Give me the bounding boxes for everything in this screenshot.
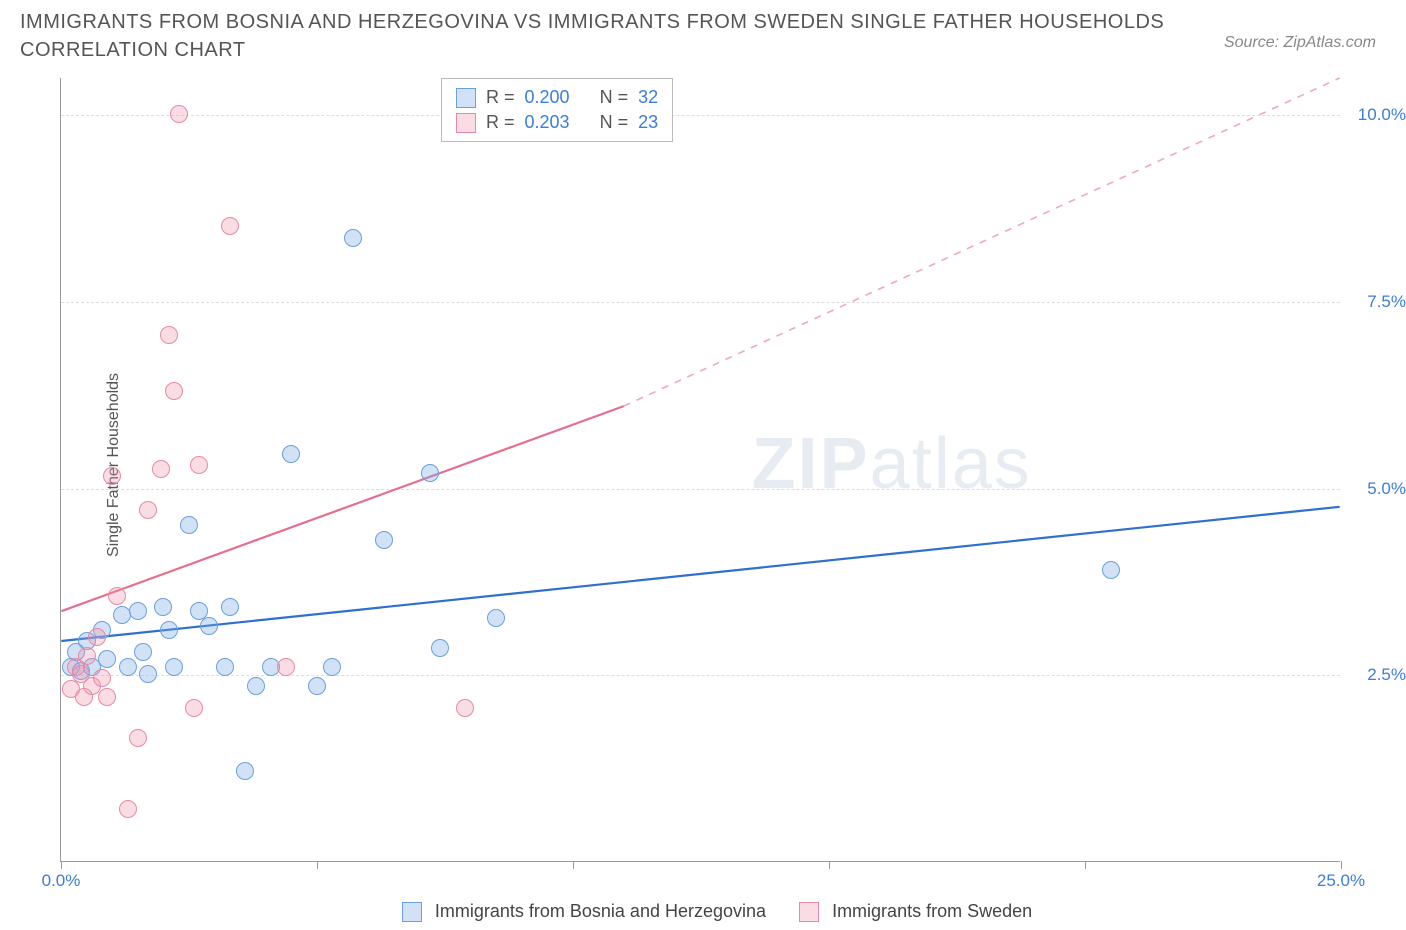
data-point-sweden: [103, 467, 121, 485]
data-point-bosnia: [139, 665, 157, 683]
data-point-bosnia: [236, 762, 254, 780]
y-tick-label: 10.0%: [1358, 105, 1406, 125]
x-tick-label: 0.0%: [42, 871, 81, 891]
x-tick-label: 25.0%: [1317, 871, 1365, 891]
stats-legend: R = 0.200 N = 32 R = 0.203 N = 23: [441, 78, 673, 142]
data-point-bosnia: [165, 658, 183, 676]
swatch-bosnia: [456, 88, 476, 108]
data-point-bosnia: [200, 617, 218, 635]
data-point-sweden: [98, 688, 116, 706]
data-point-bosnia: [221, 598, 239, 616]
data-point-sweden: [277, 658, 295, 676]
stats-row-bosnia: R = 0.200 N = 32: [456, 85, 658, 110]
y-tick-label: 7.5%: [1367, 292, 1406, 312]
data-point-bosnia: [119, 658, 137, 676]
data-point-bosnia: [431, 639, 449, 657]
data-point-bosnia: [98, 650, 116, 668]
data-point-sweden: [185, 699, 203, 717]
data-point-bosnia: [308, 677, 326, 695]
data-point-bosnia: [375, 531, 393, 549]
y-tick-label: 2.5%: [1367, 665, 1406, 685]
data-point-bosnia: [421, 464, 439, 482]
legend-label-bosnia: Immigrants from Bosnia and Herzegovina: [435, 901, 766, 921]
data-point-bosnia: [282, 445, 300, 463]
data-point-sweden: [160, 326, 178, 344]
y-tick-label: 5.0%: [1367, 479, 1406, 499]
n-value-sweden: 23: [638, 112, 658, 133]
scatter-chart: ZIPatlas R = 0.200 N = 32 R = 0.203 N = …: [60, 78, 1340, 862]
data-point-sweden: [165, 382, 183, 400]
data-point-sweden: [221, 217, 239, 235]
data-point-bosnia: [1102, 561, 1120, 579]
data-point-bosnia: [134, 643, 152, 661]
stats-row-sweden: R = 0.203 N = 23: [456, 110, 658, 135]
series-legend: Immigrants from Bosnia and Herzegovina I…: [0, 901, 1406, 922]
data-point-bosnia: [323, 658, 341, 676]
data-point-bosnia: [247, 677, 265, 695]
data-point-sweden: [88, 628, 106, 646]
r-value-bosnia: 0.200: [525, 87, 570, 108]
data-point-sweden: [129, 729, 147, 747]
trend-lines: [61, 78, 1340, 861]
watermark: ZIPatlas: [752, 423, 1032, 505]
legend-label-sweden: Immigrants from Sweden: [832, 901, 1032, 921]
legend-swatch-sweden: [799, 902, 819, 922]
chart-title: IMMIGRANTS FROM BOSNIA AND HERZEGOVINA V…: [20, 8, 1206, 64]
n-value-bosnia: 32: [638, 87, 658, 108]
data-point-sweden: [93, 669, 111, 687]
watermark-light: atlas: [870, 424, 1032, 504]
data-point-sweden: [170, 105, 188, 123]
data-point-sweden: [456, 699, 474, 717]
data-point-bosnia: [160, 621, 178, 639]
source-credit: Source: ZipAtlas.com: [1224, 34, 1376, 52]
r-value-sweden: 0.203: [525, 112, 570, 133]
data-point-bosnia: [180, 516, 198, 534]
data-point-bosnia: [129, 602, 147, 620]
n-label: N =: [600, 87, 629, 108]
watermark-bold: ZIP: [752, 424, 870, 504]
data-point-sweden: [108, 587, 126, 605]
data-point-bosnia: [216, 658, 234, 676]
data-point-sweden: [119, 800, 137, 818]
data-point-bosnia: [154, 598, 172, 616]
swatch-sweden: [456, 113, 476, 133]
r-label: R =: [486, 112, 515, 133]
data-point-sweden: [190, 456, 208, 474]
data-point-sweden: [78, 647, 96, 665]
legend-swatch-bosnia: [402, 902, 422, 922]
n-label: N =: [600, 112, 629, 133]
data-point-sweden: [152, 460, 170, 478]
data-point-bosnia: [487, 609, 505, 627]
data-point-sweden: [139, 501, 157, 519]
data-point-bosnia: [344, 229, 362, 247]
r-label: R =: [486, 87, 515, 108]
